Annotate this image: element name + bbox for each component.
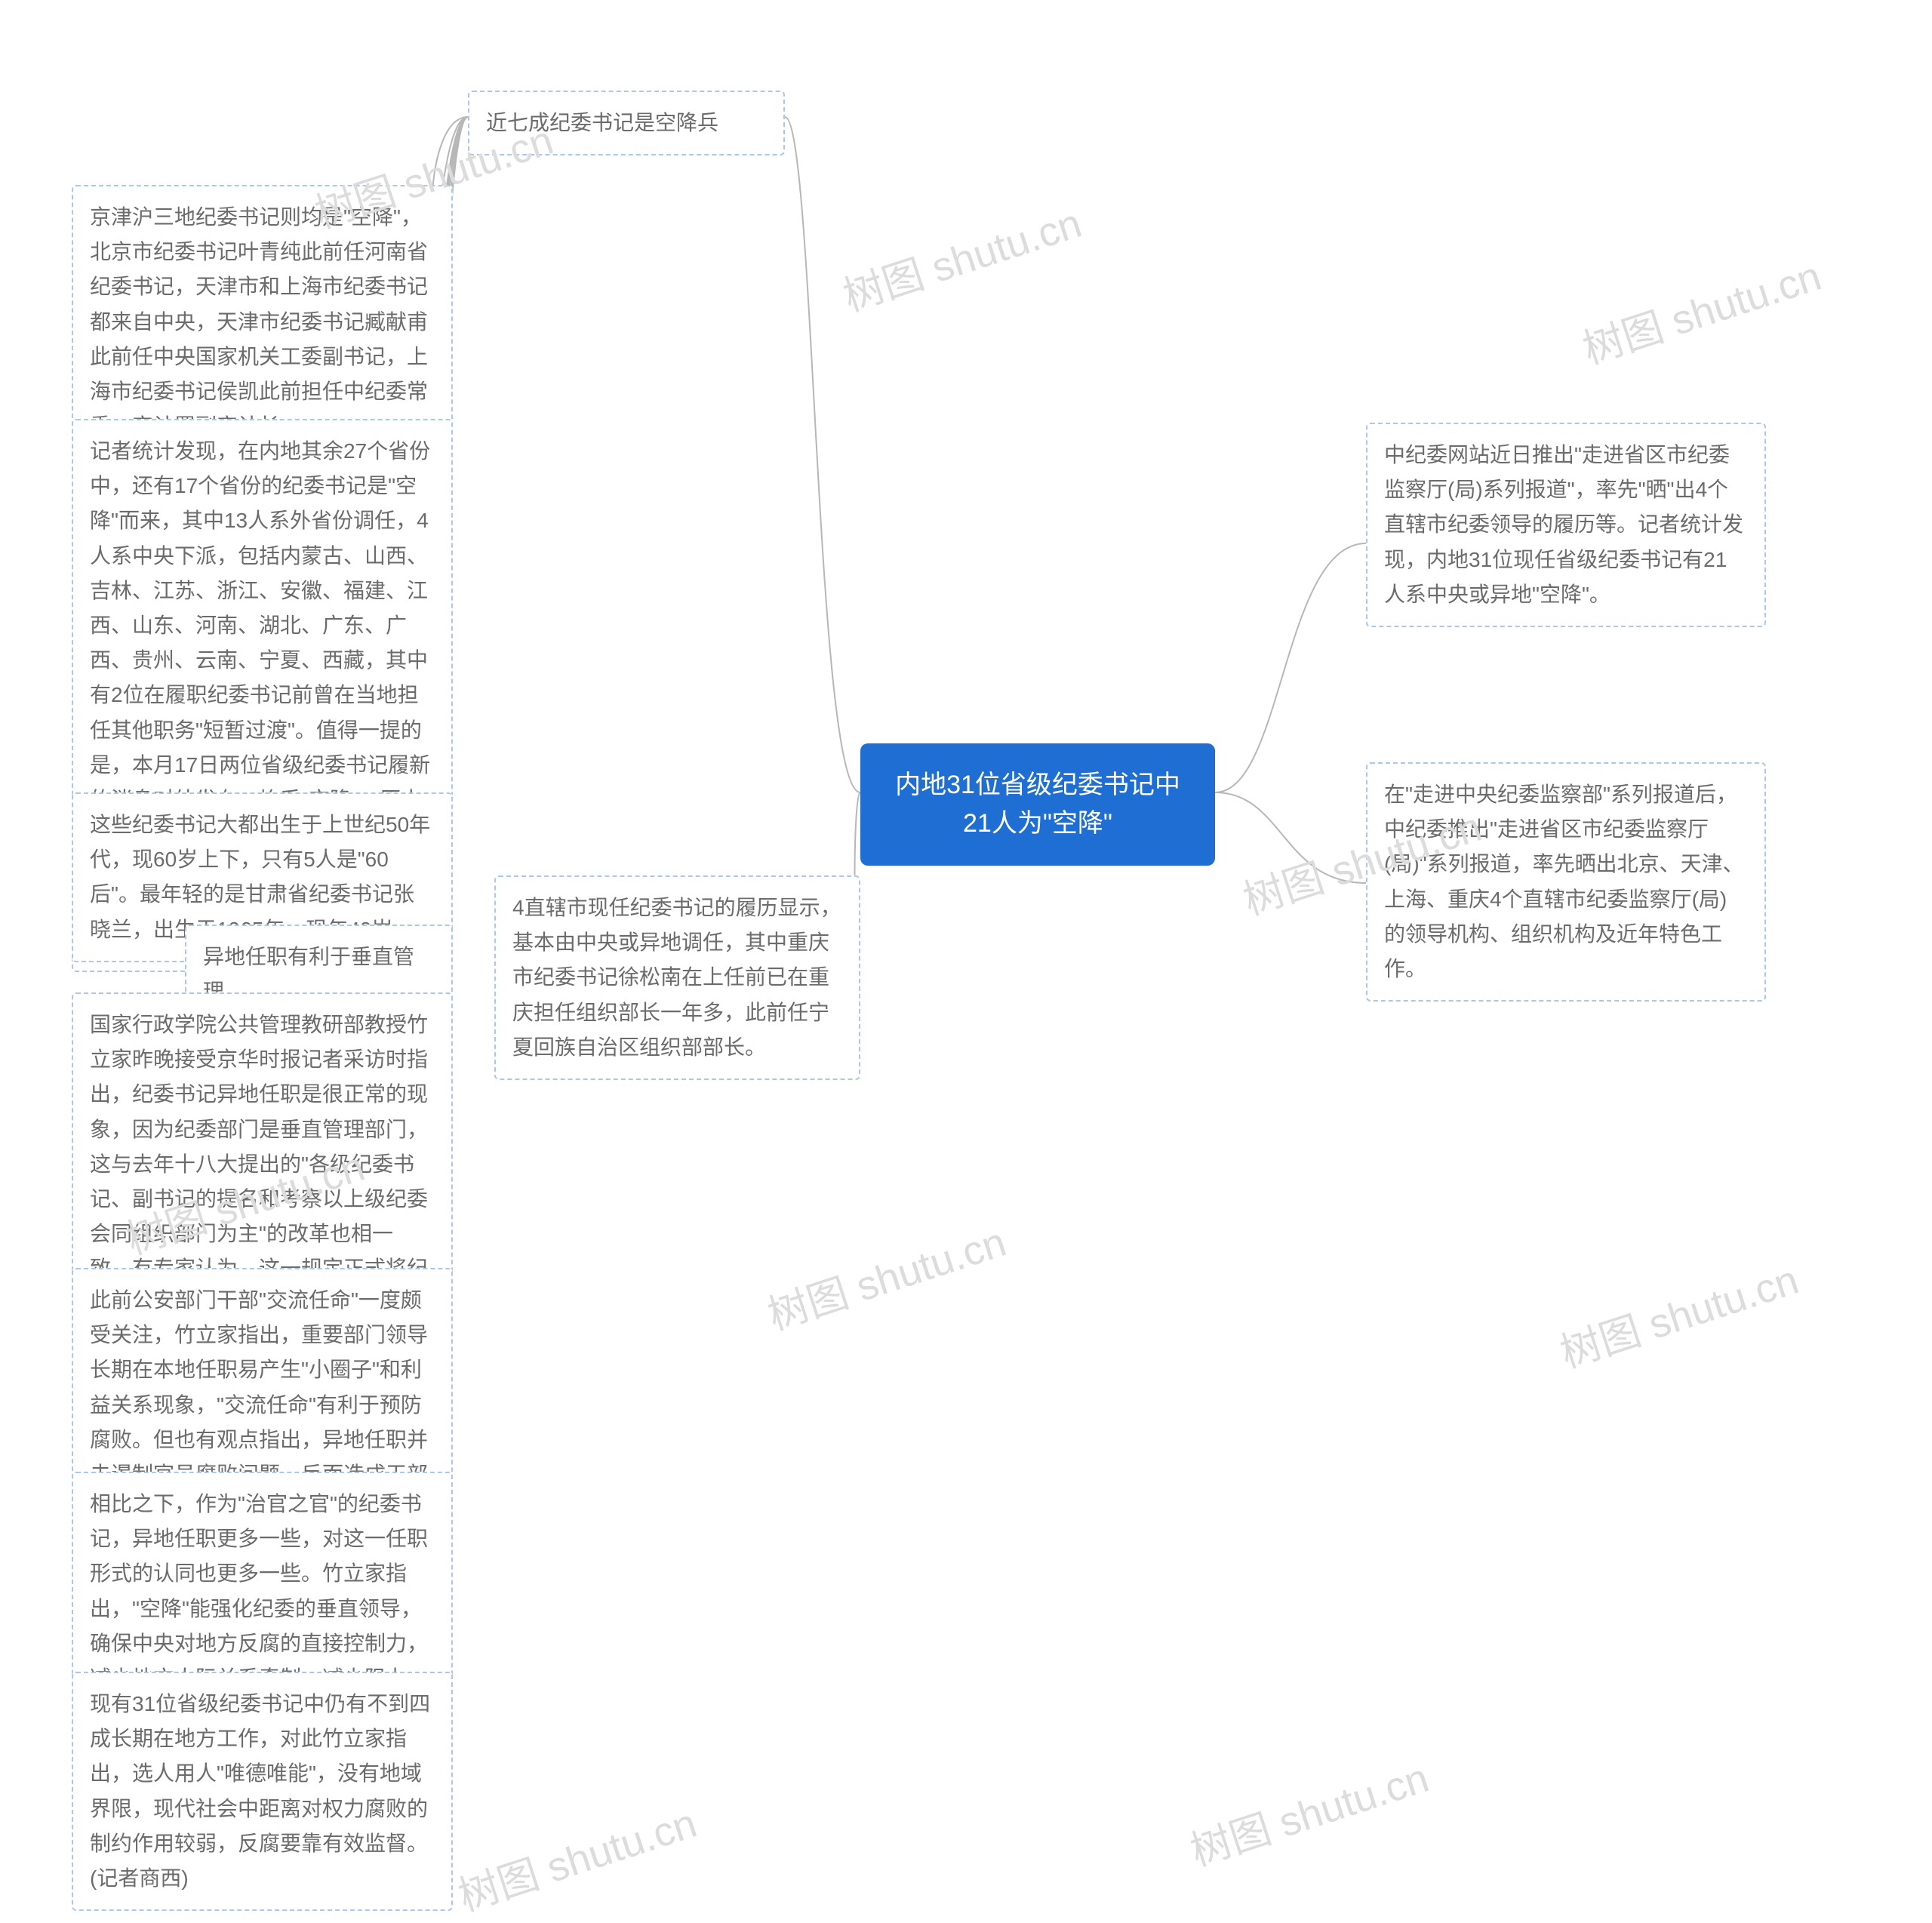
middle-node-2-text: 4直辖市现任纪委书记的履历显示，基本由中央或异地调任，其中重庆市纪委书记徐松南在… [512, 896, 841, 1059]
watermark: 树图 shutu.cn [759, 1208, 1013, 1341]
middle-node-2: 4直辖市现任纪委书记的履历显示，基本由中央或异地调任，其中重庆市纪委书记徐松南在… [494, 875, 860, 1080]
left-node-3-text: 这些纪委书记大都出生于上世纪50年代，现60岁上下，只有5人是"60后"。最年轻… [90, 813, 430, 941]
watermark: 树图 shutu.cn [1552, 1246, 1805, 1379]
center-text: 内地31位省级纪委书记中21人为"空降" [895, 771, 1180, 838]
watermark: 树图 shutu.cn [1182, 1744, 1435, 1877]
watermark: 树图 shutu.cn [1574, 242, 1828, 375]
left-node-1: 京津沪三地纪委书记则均是"空降"，北京市纪委书记叶青纯此前任河南省纪委书记，天津… [72, 185, 453, 459]
left-node-8-text: 现有31位省级纪委书记中仍有不到四成长期在地方工作，对此竹立家指出，选人用人"唯… [90, 1692, 430, 1890]
right-node-2-text: 在"走进中央纪委监察部"系列报道后，中纪委推出"走进省区市纪委监察厅(局)"系列… [1384, 783, 1744, 980]
right-node-1: 中纪委网站近日推出"走进省区市纪委监察厅(局)系列报道"，率先"晒"出4个直辖市… [1366, 423, 1766, 627]
left-node-7-text: 相比之下，作为"治官之官"的纪委书记，异地任职更多一些，对这一任职形式的认同也更… [90, 1492, 428, 1690]
middle-node-1: 近七成纪委书记是空降兵 [468, 91, 785, 155]
center-node: 内地31位省级纪委书记中21人为"空降" [860, 743, 1215, 866]
watermark: 树图 shutu.cn [835, 189, 1088, 322]
left-node-1-text: 京津沪三地纪委书记则均是"空降"，北京市纪委书记叶青纯此前任河南省纪委书记，天津… [90, 205, 428, 438]
mindmap-canvas: 内地31位省级纪委书记中21人为"空降" 中纪委网站近日推出"走进省区市纪委监察… [0, 0, 1932, 1888]
middle-node-1-text: 近七成纪委书记是空降兵 [486, 111, 718, 134]
right-node-1-text: 中纪委网站近日推出"走进省区市纪委监察厅(局)系列报道"，率先"晒"出4个直辖市… [1384, 443, 1743, 606]
right-node-2: 在"走进中央纪委监察部"系列报道后，中纪委推出"走进省区市纪委监察厅(局)"系列… [1366, 762, 1766, 1001]
watermark: 树图 shutu.cn [450, 1789, 703, 1922]
left-node-8: 现有31位省级纪委书记中仍有不到四成长期在地方工作，对此竹立家指出，选人用人"唯… [72, 1672, 453, 1911]
